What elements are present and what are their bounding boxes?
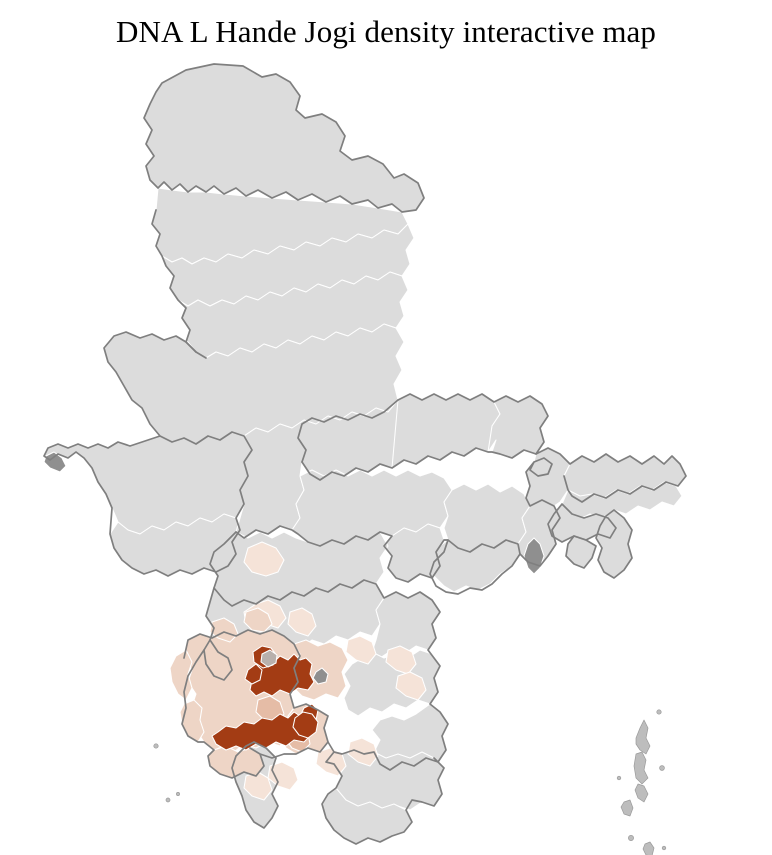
- island-dot-2: [659, 765, 665, 771]
- island-lakshadweep-3: [176, 792, 180, 796]
- border-kerala: [232, 742, 278, 828]
- border-maharashtra-telangana-andhra: [206, 580, 448, 762]
- district-low-karnataka-sw[interactable]: [244, 772, 272, 800]
- border-odisha-coast: [430, 540, 520, 594]
- border-jk: [144, 64, 424, 212]
- border-manipur-mizoram: [596, 510, 632, 578]
- district-low-telangana-2[interactable]: [386, 646, 416, 674]
- district-assam[interactable]: [562, 482, 682, 520]
- border-maharashtra-nw: [210, 532, 236, 588]
- district-layer-enclave[interactable]: [261, 650, 277, 667]
- district-low-telangana-1[interactable]: [346, 636, 376, 664]
- district-enclave-bengaluru-urban[interactable]: [261, 650, 277, 667]
- border-mp-north: [302, 448, 536, 480]
- andhra-patch: [313, 668, 328, 684]
- border-up-south: [298, 400, 398, 462]
- island-lakshadweep-2: [165, 797, 171, 803]
- district-low-karnataka-south[interactable]: [268, 762, 298, 790]
- island-middle-andaman: [633, 751, 649, 785]
- island-lakshadweep-1: [153, 743, 159, 749]
- border-rajasthan-gujarat: [44, 332, 252, 576]
- choropleth-map-figure[interactable]: [0, 52, 772, 855]
- island-layer: [153, 709, 667, 855]
- border-karnataka: [182, 630, 328, 778]
- island-dot-3: [616, 775, 622, 781]
- border-tamil-nadu: [322, 742, 444, 844]
- kutch-west-patch: [44, 452, 66, 472]
- district-low-mp-south[interactable]: [244, 542, 284, 576]
- island-nancowry: [642, 841, 655, 855]
- island-south-andaman: [634, 783, 649, 803]
- page-title: DNA L Hande Jogi density interactive map: [115, 14, 657, 49]
- border-tripura: [566, 536, 596, 568]
- district-karnataka-coastal[interactable]: [170, 650, 192, 700]
- district-core-tumakuru[interactable]: [245, 664, 262, 684]
- island-dot-4: [661, 845, 667, 851]
- india-district-map[interactable]: [0, 52, 772, 855]
- island-dot-1: [656, 709, 662, 715]
- district-core-ramanagara[interactable]: [293, 712, 318, 738]
- district-low-tn-2[interactable]: [348, 738, 378, 766]
- border-central-east: [236, 458, 560, 582]
- border-goa: [204, 640, 232, 680]
- district-karnataka-north-2[interactable]: [244, 608, 272, 632]
- island-car-nicobar: [628, 835, 634, 841]
- island-north-andaman: [635, 719, 651, 755]
- district-low-mah-2[interactable]: [288, 608, 316, 636]
- district-jharkhand[interactable]: [444, 484, 530, 552]
- border-himachal-punjab: [152, 210, 206, 358]
- border-north-northeast: [398, 394, 686, 502]
- island-little-andaman: [620, 799, 634, 817]
- district-low-telangana-3[interactable]: [396, 672, 426, 700]
- state-border-layer: [44, 64, 686, 844]
